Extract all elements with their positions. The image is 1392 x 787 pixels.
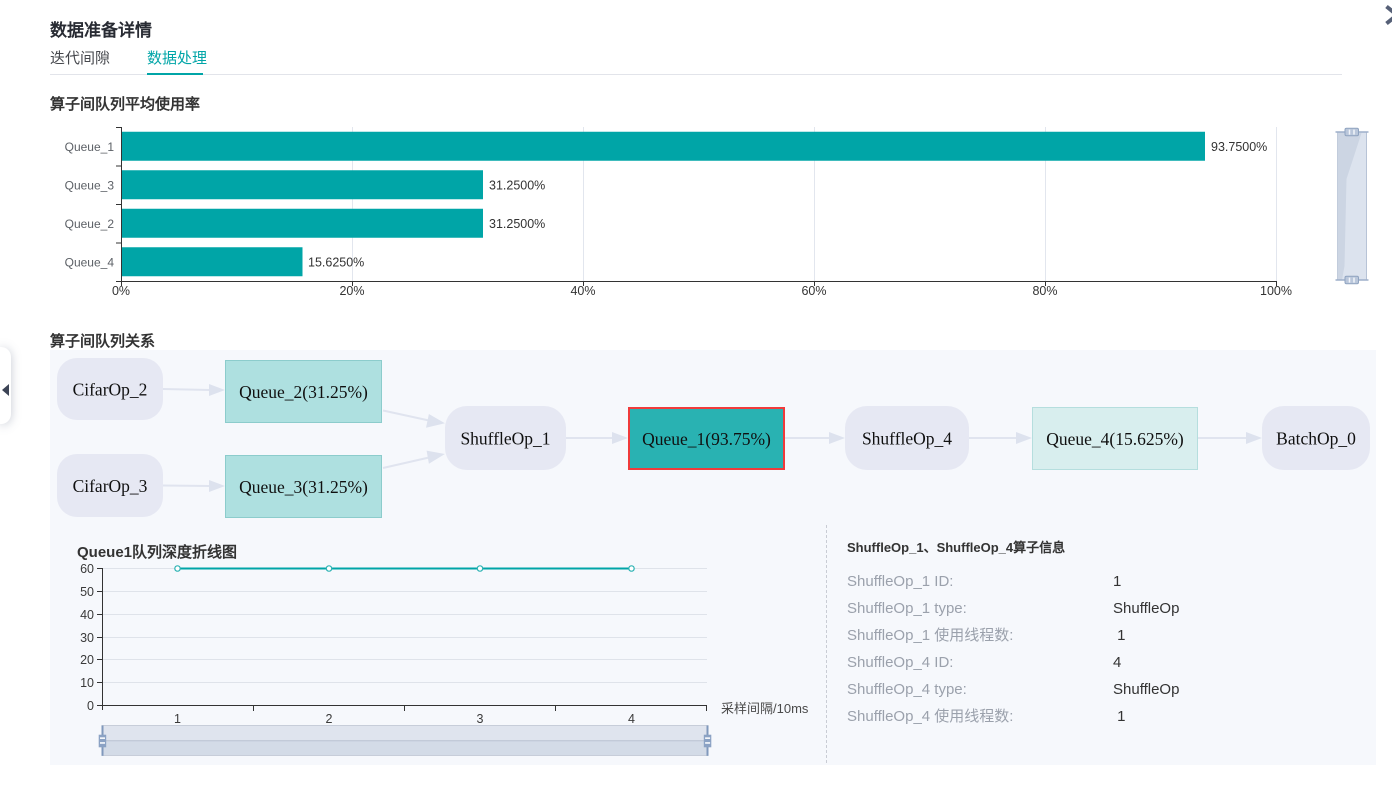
svg-text:20%: 20% (339, 284, 364, 298)
svg-text:Queue_3: Queue_3 (65, 179, 115, 193)
svg-text:20: 20 (80, 653, 94, 667)
svg-text:40: 40 (80, 608, 94, 622)
svg-text:3: 3 (477, 712, 484, 726)
svg-text:Queue_4: Queue_4 (65, 256, 115, 270)
svg-text:Queue_4(15.625%): Queue_4(15.625%) (1046, 429, 1184, 449)
svg-text:ShuffleOp_1: ShuffleOp_1 (460, 429, 550, 449)
svg-text:4: 4 (628, 712, 635, 726)
svg-text:Queue_2(31.25%): Queue_2(31.25%) (239, 382, 368, 402)
svg-text:10: 10 (80, 676, 94, 690)
svg-text:1: 1 (174, 712, 181, 726)
svg-text:Queue_1(93.75%): Queue_1(93.75%) (642, 429, 771, 449)
svg-text:Queue_3(31.25%): Queue_3(31.25%) (239, 477, 368, 497)
svg-text:ShuffleOp_4: ShuffleOp_4 (862, 429, 952, 449)
svg-text:30: 30 (80, 631, 94, 645)
svg-text:50: 50 (80, 585, 94, 599)
svg-text:2: 2 (326, 712, 333, 726)
svg-text:100%: 100% (1260, 284, 1292, 298)
svg-text:Queue_1: Queue_1 (65, 140, 115, 154)
svg-text:60: 60 (80, 562, 94, 576)
svg-text:40%: 40% (570, 284, 595, 298)
svg-text:0%: 0% (112, 284, 130, 298)
svg-text:CifarOp_3: CifarOp_3 (73, 476, 148, 496)
svg-text:60%: 60% (801, 284, 826, 298)
svg-text:Queue_2: Queue_2 (65, 217, 115, 231)
svg-text:0: 0 (87, 699, 94, 713)
svg-text:80%: 80% (1032, 284, 1057, 298)
svg-text:15.6250%: 15.6250% (308, 256, 364, 270)
svg-text:BatchOp_0: BatchOp_0 (1276, 429, 1356, 449)
svg-text:31.2500%: 31.2500% (489, 179, 545, 193)
svg-text:31.2500%: 31.2500% (489, 217, 545, 231)
svg-text:CifarOp_2: CifarOp_2 (73, 380, 148, 400)
svg-text:93.7500%: 93.7500% (1211, 140, 1267, 154)
